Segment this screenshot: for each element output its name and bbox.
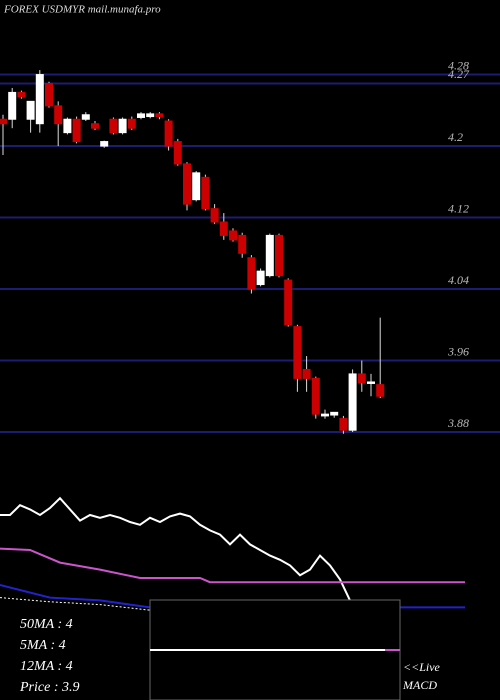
- indicator-line: [0, 547, 465, 584]
- y-tick-label: 4.27: [448, 67, 470, 81]
- legend-entry: 12MA : 4: [20, 659, 73, 674]
- candle-body: [0, 118, 7, 125]
- candle-body: [35, 74, 44, 125]
- candle-body: [155, 113, 164, 118]
- candle-body: [54, 105, 63, 125]
- candle-body: [321, 413, 329, 417]
- candle-body: [311, 377, 320, 415]
- candle-body: [100, 141, 109, 147]
- candle-body: [219, 221, 228, 236]
- y-tick-label: 4.2: [448, 130, 463, 144]
- candle-body: [118, 118, 127, 134]
- candle-body: [265, 234, 274, 277]
- candle-body: [284, 279, 293, 326]
- candle-body: [173, 141, 182, 165]
- legend-entry: 5MA : 4: [20, 638, 66, 653]
- candle-body: [137, 113, 145, 118]
- y-tick-label: 4.28: [448, 58, 469, 72]
- candle-body: [275, 234, 283, 277]
- y-tick-label: 4.12: [448, 201, 469, 215]
- candle-body: [201, 176, 210, 210]
- candle-body: [210, 208, 219, 223]
- candle-body: [26, 100, 35, 120]
- candle-body: [339, 418, 348, 431]
- candle-body: [238, 234, 247, 254]
- legend-entry: Price : 3.9: [19, 680, 79, 695]
- y-tick-label: 3.96: [447, 344, 469, 358]
- candle-body: [81, 114, 90, 120]
- y-tick-label: 4.04: [448, 273, 469, 287]
- indicator-line: [0, 597, 151, 611]
- price-panel: 4.284.27 4.2 4.12 3.96 3.88 4.04: [0, 58, 500, 434]
- legend-entry: 50MA : 4: [20, 617, 73, 632]
- indicator-line: [0, 496, 351, 601]
- candle-body: [45, 82, 53, 107]
- candle-body: [293, 326, 302, 379]
- live-label: MACD: [402, 678, 437, 692]
- y-tick-label: 3.88: [447, 416, 469, 430]
- candle-body: [357, 373, 366, 384]
- chart-title: FOREX USDMYR mail.munafa.pro: [3, 4, 161, 16]
- candle-body: [127, 118, 136, 129]
- candle-body: [192, 172, 201, 201]
- live-label: <<Live: [403, 660, 441, 674]
- candle-body: [72, 118, 81, 143]
- candle-body: [247, 257, 256, 290]
- candle-body: [17, 91, 26, 98]
- candle-body: [183, 163, 191, 205]
- candle-body: [256, 270, 265, 286]
- candle-body: [109, 118, 118, 134]
- candle-body: [376, 384, 385, 397]
- candle-body: [302, 368, 311, 379]
- candle-body: [229, 230, 237, 241]
- candle-body: [91, 123, 99, 129]
- candle-body: [8, 91, 17, 120]
- candle-body: [348, 373, 357, 431]
- candle-body: [367, 381, 375, 384]
- candle-body: [330, 411, 339, 416]
- candle-body: [63, 118, 72, 134]
- indicator-panel: [0, 496, 465, 611]
- candle-body: [146, 113, 155, 118]
- candle-body: [164, 120, 173, 147]
